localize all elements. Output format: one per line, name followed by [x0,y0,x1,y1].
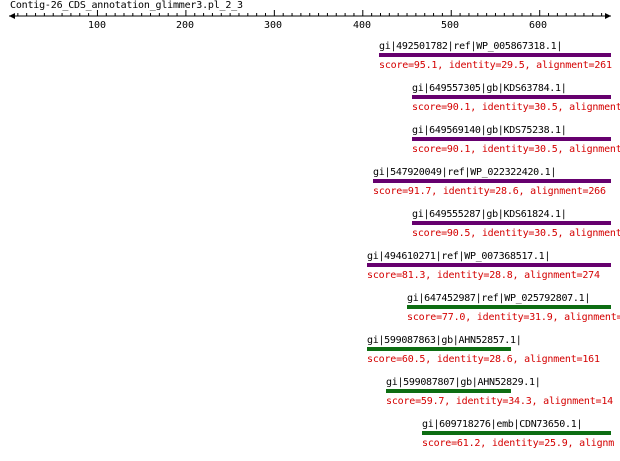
hit-name[interactable]: gi|494610271|ref|WP_007368517.1| [367,251,551,262]
hit-name[interactable]: gi|649569140|gb|KDS75238.1| [412,125,567,136]
tick-label-400: 400 [352,20,372,31]
hit-name[interactable]: gi|547920049|ref|WP_022322420.1| [373,167,557,178]
hit-bar[interactable] [367,263,611,267]
hit-row[interactable]: gi|609718276|emb|CDN73650.1| score=61.2,… [422,419,620,459]
hit-score: score=77.0, identity=31.9, alignment= [407,312,620,323]
hit-score: score=90.1, identity=30.5, alignment= [412,102,620,113]
hit-bar[interactable] [412,137,611,141]
hit-score: score=59.7, identity=34.3, alignment=14 [386,396,613,407]
hit-row[interactable]: gi|599087863|gb|AHN52857.1| score=60.5, … [367,335,620,375]
hit-bar[interactable] [367,347,511,351]
ruler-major-ticks [96,10,541,16]
hit-row[interactable]: gi|647452987|ref|WP_025792807.1| score=7… [407,293,620,333]
tick-label-500: 500 [440,20,460,31]
hit-bar[interactable] [386,389,511,393]
hit-bar[interactable] [373,179,611,183]
hit-row[interactable]: gi|547920049|ref|WP_022322420.1| score=9… [373,167,620,207]
hit-bar[interactable] [379,53,611,57]
hit-bar[interactable] [412,95,611,99]
hit-row[interactable]: gi|649555287|gb|KDS61824.1| score=90.5, … [412,209,620,249]
tick-label-600: 600 [528,20,548,31]
hit-name[interactable]: gi|649555287|gb|KDS61824.1| [412,209,567,220]
hit-score: score=90.5, identity=30.5, alignment= [412,228,620,239]
hit-name[interactable]: gi|609718276|emb|CDN73650.1| [422,419,583,430]
hit-score: score=90.1, identity=30.5, alignment= [412,144,620,155]
hit-bar[interactable] [412,221,611,225]
hit-score: score=61.2, identity=25.9, alignm [422,438,615,449]
ruler-right-arrow [605,13,611,19]
hit-name[interactable]: gi|647452987|ref|WP_025792807.1| [407,293,591,304]
hit-name[interactable]: gi|492501782|ref|WP_005867318.1| [379,41,563,52]
hit-row[interactable]: gi|599087807|gb|AHN52829.1| score=59.7, … [386,377,620,417]
hit-score: score=60.5, identity=28.6, alignment=161 [367,354,600,365]
hit-bar[interactable] [407,305,611,309]
position-ruler [9,10,611,19]
hit-bar[interactable] [422,431,611,435]
tick-label-100: 100 [87,20,107,31]
hit-name[interactable]: gi|599087807|gb|AHN52829.1| [386,377,541,388]
tick-label-300: 300 [263,20,283,31]
hit-name[interactable]: gi|649557305|gb|KDS63784.1| [412,83,567,94]
hit-score: score=91.7, identity=28.6, alignment=266 [373,186,606,197]
hit-row[interactable]: gi|494610271|ref|WP_007368517.1| score=8… [367,251,620,291]
hit-row[interactable]: gi|492501782|ref|WP_005867318.1| score=9… [379,41,620,81]
ruler-left-arrow [9,13,15,19]
title: Contig-26_CDS_annotation_glimmer3.pl_2_3 [10,0,243,11]
hit-row[interactable]: gi|649557305|gb|KDS63784.1| score=90.1, … [412,83,620,123]
hit-row[interactable]: gi|649569140|gb|KDS75238.1| score=90.1, … [412,125,620,165]
hit-score: score=81.3, identity=28.8, alignment=274 [367,270,600,281]
hit-score: score=95.1, identity=29.5, alignment=261 [379,60,612,71]
ruler-minor-ticks [17,13,603,16]
tick-label-200: 200 [175,20,195,31]
hit-name[interactable]: gi|599087863|gb|AHN52857.1| [367,335,522,346]
